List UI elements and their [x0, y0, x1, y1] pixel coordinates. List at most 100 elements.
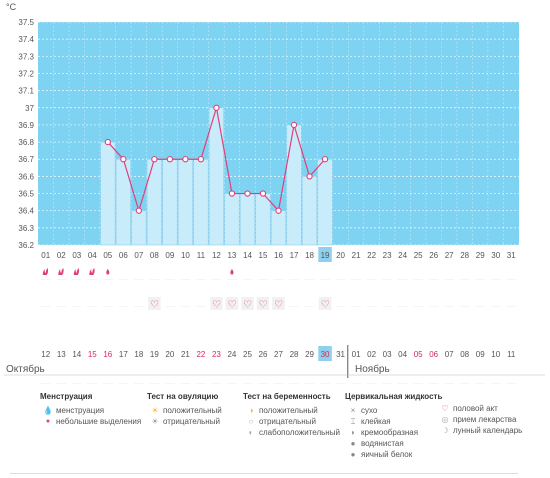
temperature-bar [146, 158, 162, 246]
row-cell [258, 279, 268, 280]
x-date-label: 16 [103, 350, 112, 359]
row-cell [211, 279, 222, 280]
x-date-label: 10 [491, 350, 500, 359]
x-tick-label: 23 [383, 251, 392, 260]
row-cell [335, 383, 346, 384]
row-cell [304, 279, 315, 280]
y-tick-label: 36.2 [18, 241, 34, 250]
x-date-label: 31 [336, 350, 345, 359]
x-date-label: 04 [398, 350, 407, 359]
bottom-divider [10, 473, 518, 474]
x-tick-label: 05 [103, 251, 112, 260]
legend-cervical: Цервикальная жидкость × сухо ⌶ клейкая ◗ кр… [345, 392, 442, 460]
row-cell [459, 279, 470, 280]
temperature-point [244, 190, 251, 197]
moon-icon: ☽ [441, 426, 449, 435]
x-date-label: 15 [88, 350, 97, 359]
row-cell [428, 383, 439, 384]
row-cell [87, 383, 98, 384]
row-cell [506, 306, 516, 307]
pregnancy-positive-icon: ◑ [248, 406, 254, 415]
row-cell [41, 306, 51, 307]
menstruation-mark [58, 268, 64, 275]
x-date-label: 23 [212, 350, 221, 359]
row-cell [335, 306, 346, 307]
pregnancy-negative-icon: ○ [248, 417, 254, 426]
x-tick-label: 30 [491, 251, 500, 260]
x-tick-label: 09 [165, 251, 174, 260]
y-unit-label: °C [6, 2, 17, 12]
temperature-bar [317, 158, 333, 246]
x-date-label: 25 [243, 350, 252, 359]
heart-mark: ♡ [321, 300, 330, 311]
row-cell [459, 306, 470, 307]
temperature-point [290, 121, 298, 129]
x-tick-label: 08 [150, 251, 159, 260]
row-cell [227, 306, 237, 307]
legend-ovulation: Тест на овуляцию ☀ положительный ☀ отрицат… [147, 392, 222, 427]
heart-mark: ♡ [212, 300, 221, 311]
row-cell [366, 279, 377, 280]
x-date-label: 05 [414, 350, 423, 359]
highlight-day-top [318, 247, 332, 262]
temperature-point [166, 156, 174, 163]
temperature-point [275, 207, 282, 214]
row-cell [444, 279, 454, 280]
x-date-label: 07 [445, 350, 454, 359]
watery-icon: ● [350, 439, 356, 448]
temperature-bar [239, 193, 256, 246]
row-cell [118, 279, 129, 280]
y-tick-label: 36.6 [18, 172, 34, 181]
x-tick-label: 24 [398, 251, 407, 260]
sticky-icon: ⌶ [350, 416, 356, 426]
x-date-label: 30 [321, 350, 330, 359]
row-cell [475, 279, 485, 280]
ovulation-negative-icon: ☀ [151, 417, 159, 426]
row-cell [165, 279, 175, 280]
x-tick-label: 31 [507, 251, 516, 260]
row-cell [242, 306, 253, 307]
row-cell [180, 306, 191, 307]
x-tick-label: 12 [212, 251, 221, 260]
row-cell [72, 279, 82, 280]
row-cell [103, 383, 113, 384]
row-cell [304, 306, 315, 307]
menstruation-icon: 💧 [43, 406, 53, 415]
x-date-label: 27 [274, 350, 283, 359]
row-cell [397, 383, 408, 384]
temperature-bar [301, 176, 318, 246]
x-date-label: 13 [57, 350, 66, 359]
x-tick-label: 06 [119, 251, 128, 260]
x-tick-label: 19 [321, 251, 330, 260]
legend-pregnancy-title: Тест на беременность [243, 392, 331, 401]
row-cell [351, 279, 361, 280]
row-cell [320, 383, 330, 384]
temperature-point [135, 207, 143, 214]
x-tick-label: 10 [181, 251, 190, 260]
temperature-point [228, 190, 236, 197]
temperature-point [213, 104, 220, 111]
temperature-bar [115, 158, 131, 246]
row-cell [273, 279, 284, 280]
row-cell [180, 383, 191, 384]
x-date-label: 28 [290, 350, 299, 359]
legend-item: половой акт [453, 404, 498, 413]
heart-mark: ♡ [258, 300, 267, 311]
row-cell [506, 279, 516, 280]
x-date-label: 18 [134, 350, 143, 359]
row-cell [273, 306, 284, 307]
menstruation-mark [89, 268, 95, 275]
row-cell [289, 306, 299, 307]
row-cell [118, 306, 129, 307]
row-cell [382, 279, 392, 280]
heart-cell [272, 297, 285, 310]
x-tick-label: 13 [227, 251, 236, 260]
x-tick-label: 07 [134, 251, 143, 260]
month-label-november: Ноябрь [355, 364, 390, 375]
x-date-label: 03 [383, 350, 392, 359]
row-cell [382, 306, 392, 307]
temperature-bar [193, 158, 209, 246]
y-tick-label: 37.4 [18, 35, 34, 44]
legend-item: небольшие выделения [56, 417, 142, 426]
row-cell [397, 279, 408, 280]
